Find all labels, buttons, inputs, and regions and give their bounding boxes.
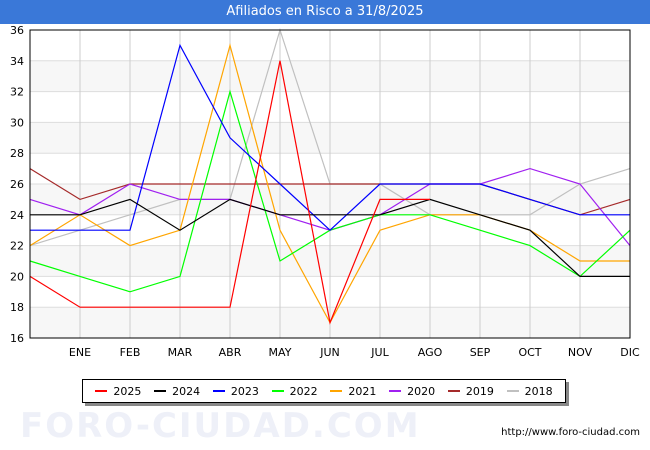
- series-line-2023: [30, 43, 630, 232]
- y-tick-label: 28: [10, 147, 24, 160]
- legend-swatch: [447, 390, 460, 392]
- legend-label: 2018: [524, 384, 553, 398]
- y-tick-label: 30: [10, 116, 24, 129]
- legend-item-2025: 2025: [95, 385, 141, 398]
- plot-frame: [29, 29, 631, 339]
- y-tick-label: 18: [10, 301, 24, 314]
- x-tick-label: SEP: [470, 346, 491, 359]
- y-tick-label: 20: [10, 270, 24, 283]
- y-tick-label: 26: [10, 178, 24, 191]
- legend-label: 2021: [348, 384, 377, 398]
- source-url: http://www.foro-ciudad.com: [501, 427, 640, 438]
- legend-label: 2019: [465, 384, 494, 398]
- legend-label: 2023: [230, 384, 259, 398]
- y-tick-label: 16: [10, 332, 24, 345]
- legend-swatch: [271, 390, 284, 392]
- x-tick-label: NOV: [568, 346, 593, 359]
- legend-item-2020: 2020: [389, 385, 435, 398]
- legend-label: 2022: [289, 384, 318, 398]
- legend-swatch: [389, 390, 402, 392]
- legend-swatch: [212, 390, 225, 392]
- series-line-2024: [30, 198, 630, 277]
- legend-label: 2020: [407, 384, 436, 398]
- series-line-2025: [29, 60, 430, 325]
- x-tick-label: MAR: [168, 346, 193, 359]
- x-tick-label: JUL: [370, 346, 389, 359]
- y-tick-label: 32: [10, 86, 24, 99]
- legend-swatch: [330, 390, 343, 392]
- x-tick-label: MAY: [269, 346, 292, 359]
- x-tick-label: JUN: [319, 346, 340, 359]
- legend-item-2019: 2019: [447, 384, 494, 398]
- watermark: FORO-CIUDAD.COM: [20, 406, 421, 446]
- y-tick-label: 22: [10, 240, 24, 253]
- x-tick-label: FEB: [120, 346, 141, 359]
- legend-item-2022: 2022: [271, 384, 318, 398]
- x-tick-label: ENE: [69, 346, 91, 359]
- legend-swatch: [95, 390, 108, 392]
- y-tick-label: 34: [10, 55, 24, 68]
- legend-swatch: [154, 390, 167, 392]
- x-tick-label: DIC: [620, 346, 640, 359]
- legend-item-2024: 2024: [154, 385, 200, 398]
- x-tick-label: AGO: [418, 346, 443, 359]
- y-tick-label: 24: [10, 209, 24, 222]
- legend: 2025 2024 2023 2022 2021 2020 2019 2018: [82, 379, 566, 403]
- x-tick-label: ABR: [219, 346, 242, 359]
- chart-title: Afiliados en Risco a 31/8/2025: [0, 0, 650, 24]
- legend-item-2023: 2023: [212, 384, 259, 398]
- legend-item-2021: 2021: [330, 385, 376, 398]
- legend-swatch: [506, 390, 519, 392]
- y-tick-label: 36: [10, 24, 24, 37]
- legend-label: 2024: [172, 384, 201, 398]
- x-tick-label: OCT: [518, 346, 541, 359]
- legend-item-2018: 2018: [506, 384, 553, 398]
- legend-label: 2025: [113, 384, 142, 398]
